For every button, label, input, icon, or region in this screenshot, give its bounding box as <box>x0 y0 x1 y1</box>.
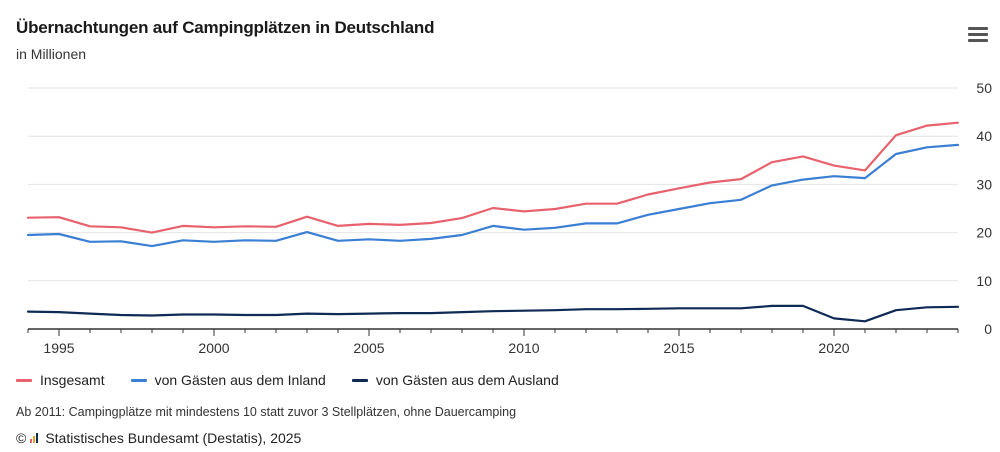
y-tick-label: 10 <box>976 273 992 289</box>
legend-label: von Gästen aus dem Inland <box>154 372 326 388</box>
x-axis: 1995 2000 2005 2010 2015 2020 <box>27 328 959 356</box>
y-tick-label: 20 <box>976 225 992 241</box>
x-tick-label: 1995 <box>43 340 74 356</box>
y-tick-label: 50 <box>976 80 992 96</box>
hamburger-menu-icon[interactable] <box>968 26 988 44</box>
y-tick-label: 30 <box>976 176 992 192</box>
legend-item-3[interactable]: von Gästen aus dem Ausland <box>351 372 559 388</box>
x-tick-label: 2010 <box>508 340 539 356</box>
footnote: Ab 2011: Campingplätze mit mindestens 10… <box>16 405 517 419</box>
series-line-2 <box>26 143 960 248</box>
y-tick-label: 40 <box>976 128 992 144</box>
chart-title: Übernachtungen auf Campingplätzen in Deu… <box>16 18 435 37</box>
x-tick-label: 2020 <box>818 340 849 356</box>
legend-label: Insgesamt <box>40 372 105 388</box>
legend-item-1[interactable]: Insgesamt <box>16 372 105 388</box>
destatis-logo-icon <box>30 433 39 443</box>
menu-bar <box>968 27 988 30</box>
source-text: Statistisches Bundesamt (Destatis), 2025 <box>45 430 302 446</box>
series-lines <box>26 121 960 323</box>
legend-swatch <box>351 378 368 382</box>
legend-label: von Gästen aus dem Ausland <box>375 372 559 388</box>
grid-lines <box>28 87 958 282</box>
x-tick-label: 2000 <box>198 340 229 356</box>
x-tick-label: 2015 <box>663 340 694 356</box>
legend-swatch <box>130 378 147 382</box>
copyright-symbol: © <box>16 430 27 446</box>
source-line: © Statistisches Bundesamt (Destatis), 20… <box>16 430 301 446</box>
series-line-1 <box>26 121 960 234</box>
chart-subtitle: in Millionen <box>16 46 87 62</box>
line-chart: 0 10 20 30 40 50 1995 2000 2005 2010 2015 2020 <box>26 80 992 356</box>
series-line-3 <box>26 304 960 323</box>
y-tick-label: 0 <box>984 321 992 337</box>
legend: Insgesamt von Gästen aus dem Inland von Gä… <box>16 372 559 388</box>
x-tick-label: 2005 <box>353 340 384 356</box>
legend-item-2[interactable]: von Gästen aus dem Inland <box>130 372 326 388</box>
menu-bar <box>968 33 988 36</box>
menu-bar <box>968 39 988 42</box>
y-axis-ticks: 0 10 20 30 40 50 <box>976 80 992 337</box>
legend-swatch <box>16 378 32 382</box>
